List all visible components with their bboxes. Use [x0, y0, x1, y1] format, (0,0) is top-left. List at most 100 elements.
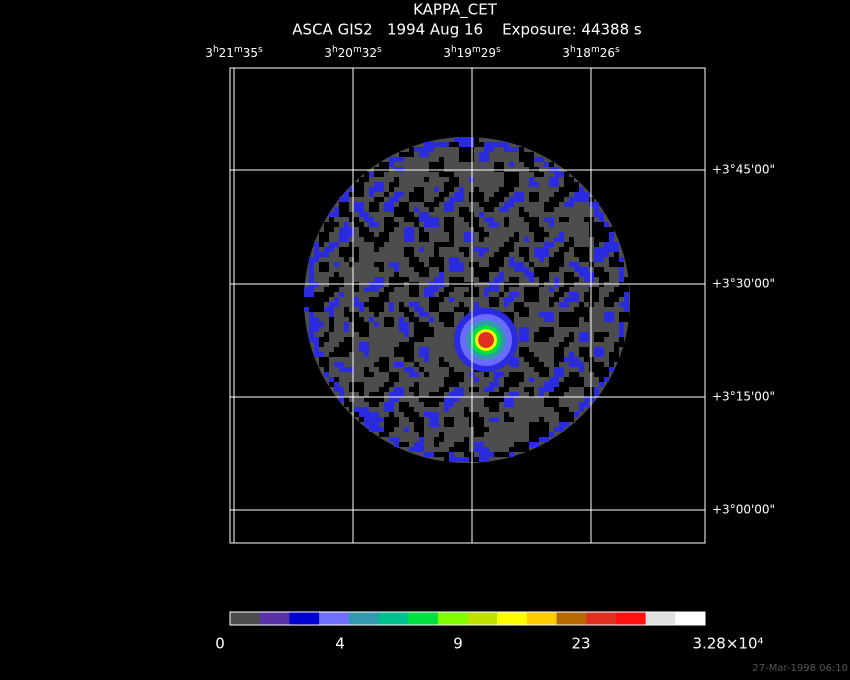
pixel — [374, 242, 379, 247]
pixel — [309, 307, 314, 312]
pixel — [464, 457, 469, 462]
pixel — [584, 272, 589, 277]
pixel — [374, 247, 379, 252]
pixel — [384, 357, 389, 362]
pixel — [314, 352, 319, 357]
pixel — [379, 277, 384, 282]
pixel — [474, 422, 479, 427]
pixel — [344, 202, 349, 207]
pixel — [384, 417, 389, 422]
pixel — [499, 187, 504, 192]
pixel — [364, 212, 369, 217]
pixel — [449, 297, 454, 302]
pixel — [549, 317, 554, 322]
colorbar-label: 0 — [215, 635, 225, 653]
pixel — [604, 252, 609, 257]
pixel — [604, 242, 609, 247]
pixel — [384, 217, 389, 222]
pixel — [439, 172, 444, 177]
pixel — [579, 352, 584, 357]
pixel — [559, 387, 564, 392]
pixel — [399, 322, 404, 327]
pixel — [444, 417, 449, 422]
pixel — [599, 217, 604, 222]
pixel — [374, 197, 379, 202]
pixel — [339, 252, 344, 257]
pixel — [429, 302, 434, 307]
pixel — [424, 212, 429, 217]
pixel — [474, 432, 479, 437]
pixel — [449, 322, 454, 327]
pixel — [529, 427, 534, 432]
pixel — [434, 422, 439, 427]
pixel — [569, 187, 574, 192]
pixel — [519, 247, 524, 252]
pixel — [359, 322, 364, 327]
pixel — [324, 332, 329, 337]
dec-label: +3°30'00" — [712, 277, 775, 291]
pixel — [444, 312, 449, 317]
pixel — [594, 367, 599, 372]
pixel — [409, 192, 414, 197]
pixel — [494, 302, 499, 307]
pixel — [524, 257, 529, 262]
pixel — [374, 392, 379, 397]
pixel — [379, 357, 384, 362]
pixel — [559, 257, 564, 262]
pixel — [504, 192, 509, 197]
pixel — [409, 227, 414, 232]
pixel — [389, 317, 394, 322]
pixel — [384, 432, 389, 437]
pixel — [504, 312, 509, 317]
pixel — [354, 297, 359, 302]
pixel — [444, 402, 449, 407]
pixel — [504, 222, 509, 227]
pixel — [429, 202, 434, 207]
pixel — [524, 237, 529, 242]
pixel — [384, 207, 389, 212]
pixel — [584, 307, 589, 312]
pixel — [529, 197, 534, 202]
pixel — [509, 247, 514, 252]
colorbar-cell — [526, 612, 558, 625]
pixel — [389, 392, 394, 397]
pixel — [549, 262, 554, 267]
pixel — [464, 442, 469, 447]
colorbar-label: 9 — [453, 635, 463, 653]
pixel — [444, 292, 449, 297]
pixel — [499, 397, 504, 402]
pixel — [504, 452, 509, 457]
pixel — [544, 267, 549, 272]
pixel — [559, 247, 564, 252]
pixel — [604, 302, 609, 307]
pixel — [574, 252, 579, 257]
pixel — [334, 262, 339, 267]
pixel — [444, 362, 449, 367]
pixel — [379, 182, 384, 187]
pixel — [409, 447, 414, 452]
pixel — [349, 252, 354, 257]
pixel — [584, 357, 589, 362]
pixel — [584, 247, 589, 252]
pixel — [569, 362, 574, 367]
pixel — [559, 187, 564, 192]
pixel — [594, 297, 599, 302]
pixel — [334, 242, 339, 247]
pixel — [364, 367, 369, 372]
pixel — [584, 252, 589, 257]
pixel — [554, 352, 559, 357]
pixel — [499, 372, 504, 377]
pixel — [539, 277, 544, 282]
pixel — [539, 362, 544, 367]
pixel — [519, 327, 524, 332]
pixel — [534, 442, 539, 447]
pixel — [574, 307, 579, 312]
pixel — [559, 322, 564, 327]
pixel — [579, 252, 584, 257]
pixel — [519, 157, 524, 162]
pixel — [334, 277, 339, 282]
pixel — [449, 367, 454, 372]
pixel — [409, 252, 414, 257]
pixel — [389, 412, 394, 417]
pixel — [529, 297, 534, 302]
